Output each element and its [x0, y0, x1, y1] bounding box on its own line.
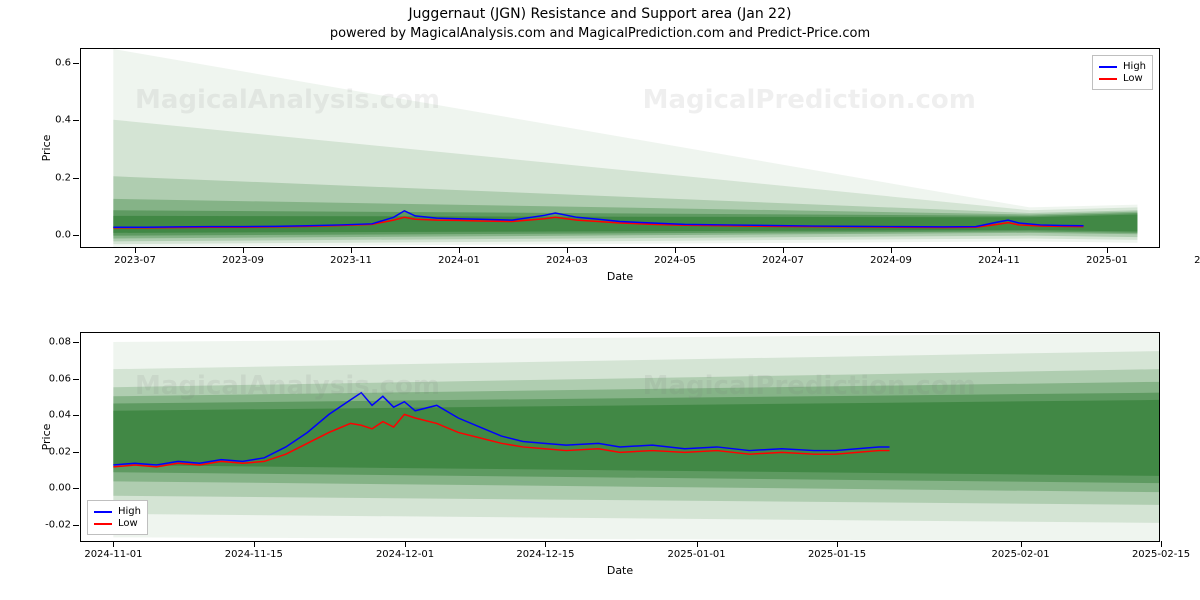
xtick-label: 2024-05	[654, 255, 696, 266]
xtick	[405, 541, 406, 547]
xtick	[999, 247, 1000, 253]
legend-label-low: Low	[1123, 73, 1143, 84]
xtick	[351, 247, 352, 253]
xtick-label: 2024-11-01	[84, 549, 142, 560]
ytick-label: 0.00	[49, 483, 71, 494]
legend-label-high: High	[118, 506, 141, 517]
figure: Juggernaut (JGN) Resistance and Support …	[0, 0, 1200, 600]
xtick	[1107, 247, 1108, 253]
xtick	[113, 541, 114, 547]
ytick-label: 0.6	[55, 58, 71, 69]
ytick	[73, 342, 79, 343]
xtick-label: 2023-09	[222, 255, 264, 266]
ytick-label: 0.04	[49, 410, 71, 421]
xtick	[697, 541, 698, 547]
legend-line-low	[1099, 78, 1117, 80]
legend-line-high	[94, 511, 112, 513]
xtick-label: 2025-01-01	[668, 549, 726, 560]
xtick-label: 2024-12-01	[376, 549, 434, 560]
bottom-xlabel: Date	[81, 564, 1159, 577]
chart-title: Juggernaut (JGN) Resistance and Support …	[0, 6, 1200, 22]
xtick	[254, 541, 255, 547]
xtick-label: 2025-02-15	[1132, 549, 1190, 560]
ytick	[73, 120, 79, 121]
xtick	[675, 247, 676, 253]
top-xlabel: Date	[81, 270, 1159, 283]
legend-row: Low	[94, 518, 141, 529]
xtick-label: 2025-01-15	[808, 549, 866, 560]
bottom-axes: Price Date MagicalAnalysis.com MagicalPr…	[80, 332, 1160, 542]
bottom-panel: Price Date MagicalAnalysis.com MagicalPr…	[80, 332, 1160, 542]
xtick	[1161, 541, 1162, 547]
xtick	[837, 541, 838, 547]
xtick-label: 2024-09	[870, 255, 912, 266]
xtick	[545, 541, 546, 547]
bottom-plot-svg	[81, 333, 1159, 541]
top-ylabel: Price	[40, 135, 53, 162]
xtick	[459, 247, 460, 253]
ytick-label: 0.4	[55, 115, 71, 126]
legend-line-low	[94, 523, 112, 525]
xtick-label: 2023-07	[114, 255, 156, 266]
legend-row: High	[94, 506, 141, 517]
xtick	[567, 247, 568, 253]
top-panel: Price Date MagicalAnalysis.com MagicalPr…	[80, 48, 1160, 248]
xtick-label: 2025-02-01	[992, 549, 1050, 560]
top-axes: Price Date MagicalAnalysis.com MagicalPr…	[80, 48, 1160, 248]
ytick	[73, 178, 79, 179]
xtick-label: 2023-11	[330, 255, 372, 266]
xtick-label: 2024-12-15	[516, 549, 574, 560]
support-resistance-band	[113, 400, 1159, 476]
chart-subtitle: powered by MagicalAnalysis.com and Magic…	[0, 26, 1200, 41]
ytick	[73, 379, 79, 380]
ytick	[73, 415, 79, 416]
xtick-label: 2024-11-15	[225, 549, 283, 560]
xtick-label: 2025-03	[1194, 255, 1200, 266]
legend-label-high: High	[1123, 61, 1146, 72]
ytick	[73, 452, 79, 453]
top-plot-svg	[81, 49, 1159, 247]
bottom-legend: High Low	[87, 500, 148, 535]
ytick	[73, 63, 79, 64]
ytick-label: 0.0	[55, 229, 71, 240]
legend-label-low: Low	[118, 518, 138, 529]
ytick	[73, 235, 79, 236]
xtick	[1021, 541, 1022, 547]
ytick	[73, 525, 79, 526]
legend-row: High	[1099, 61, 1146, 72]
ytick-label: 0.06	[49, 373, 71, 384]
ytick-label: 0.08	[49, 337, 71, 348]
xtick-label: 2024-01	[438, 255, 480, 266]
ytick-label: -0.02	[45, 519, 71, 530]
legend-row: Low	[1099, 73, 1146, 84]
xtick-label: 2024-03	[546, 255, 588, 266]
xtick	[243, 247, 244, 253]
xtick-label: 2025-01	[1086, 255, 1128, 266]
top-legend: High Low	[1092, 55, 1153, 90]
xtick	[891, 247, 892, 253]
ytick-label: 0.2	[55, 172, 71, 183]
xtick	[135, 247, 136, 253]
xtick-label: 2024-07	[762, 255, 804, 266]
xtick	[783, 247, 784, 253]
xtick-label: 2024-11	[978, 255, 1020, 266]
legend-line-high	[1099, 66, 1117, 68]
ytick	[73, 488, 79, 489]
ytick-label: 0.02	[49, 446, 71, 457]
